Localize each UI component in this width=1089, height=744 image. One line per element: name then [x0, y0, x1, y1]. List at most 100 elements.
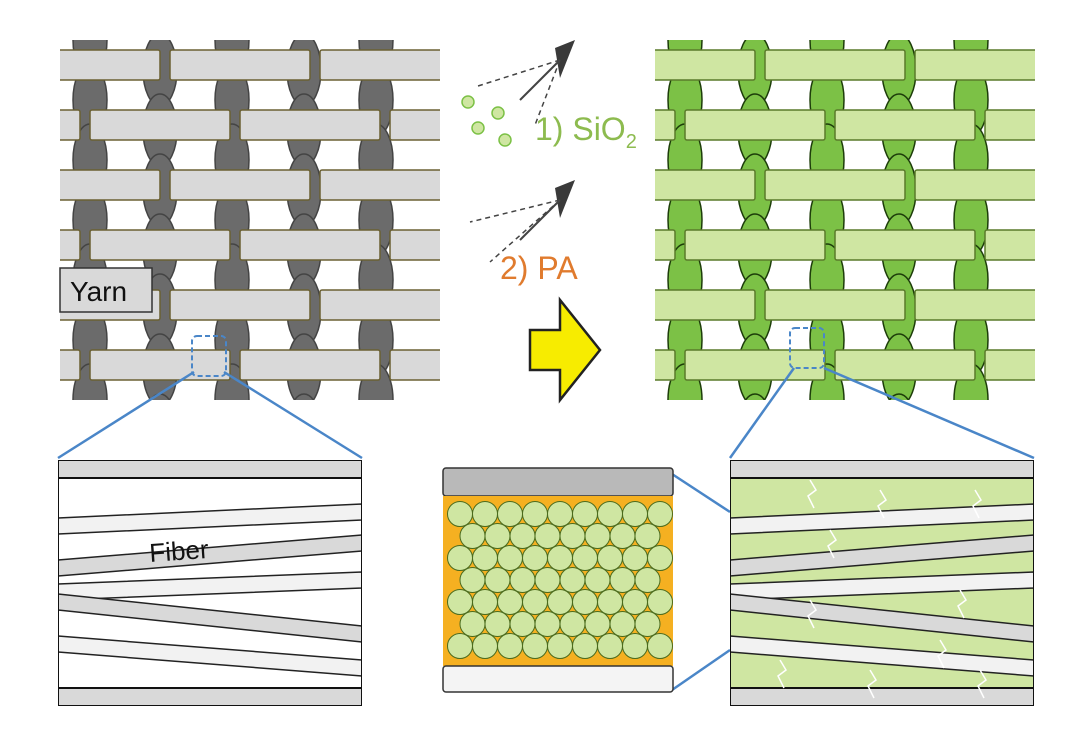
sio2-particle — [534, 523, 561, 549]
sio2-particle — [609, 611, 636, 637]
crack-line — [777, 659, 787, 689]
warp-yarn — [888, 40, 910, 47]
sio2-particle — [622, 545, 648, 571]
fiber — [730, 687, 1034, 706]
sio2-particle — [447, 501, 473, 527]
coated-fabric — [465, 0, 1089, 400]
warp-yarn — [215, 0, 249, 16]
fiber — [58, 635, 362, 677]
sio2-particle — [484, 611, 511, 637]
sio2-particle — [447, 545, 473, 571]
fiber — [730, 503, 1034, 535]
warp-yarn — [744, 40, 766, 47]
fiber — [730, 571, 1034, 601]
sio2-particle — [597, 501, 623, 527]
sio2-particle — [559, 567, 586, 593]
weft-yarn — [470, 50, 610, 80]
sio2-particle — [522, 501, 548, 527]
fiber — [58, 503, 362, 535]
weft-yarn — [239, 109, 381, 141]
sio2-particle — [509, 567, 536, 593]
sio2-particle — [622, 633, 648, 659]
weft-yarn — [914, 289, 1035, 321]
weft-yarn — [169, 289, 311, 321]
fiber — [58, 534, 362, 577]
fiber — [730, 534, 1034, 577]
sio2-particle — [497, 633, 523, 659]
sio2-particle — [484, 523, 511, 549]
sio2-particle — [572, 589, 598, 615]
sio2-particle — [622, 501, 648, 527]
weft-yarn — [914, 49, 1035, 81]
fiber — [58, 593, 362, 643]
weft-yarn — [1065, 170, 1089, 200]
sio2-particle — [472, 633, 498, 659]
spray-nozzle-icon — [477, 40, 575, 126]
fiber-zoom-coated — [730, 460, 1034, 706]
sio2-particle — [572, 545, 598, 571]
weft-yarn — [470, 290, 610, 320]
bottom-fiber — [442, 665, 674, 693]
fiber-label: Fiber — [148, 534, 210, 568]
sio2-particle — [609, 523, 636, 549]
sio2-particle — [534, 567, 561, 593]
weft-yarn — [465, 50, 605, 80]
warp-yarn — [149, 393, 171, 400]
sio2-particle — [647, 589, 673, 615]
warp-yarn — [149, 40, 171, 47]
weft-yarn — [834, 229, 976, 261]
sio2-particle — [584, 567, 611, 593]
top-fiber — [442, 467, 674, 497]
sio2-particle — [634, 523, 661, 549]
warp-yarn — [668, 0, 702, 16]
sio2-particle — [597, 589, 623, 615]
warp-yarn — [293, 40, 315, 47]
weft-yarn — [0, 170, 10, 200]
weft-yarn — [655, 109, 676, 141]
sio2-particle-layer — [442, 467, 674, 693]
sio2-particle — [509, 611, 536, 637]
weft-yarn — [319, 49, 440, 81]
sio2-particle — [472, 589, 498, 615]
sio2-particle — [547, 589, 573, 615]
weft-yarn — [0, 290, 10, 320]
crack-line — [972, 489, 982, 519]
warp-yarn — [73, 0, 107, 16]
weft-yarn — [465, 290, 605, 320]
weft-yarn — [239, 349, 381, 381]
crack-line — [807, 599, 817, 629]
weft-yarn — [89, 109, 231, 141]
weft-yarn — [984, 349, 1035, 381]
step1-subscript: 2 — [626, 131, 637, 153]
weft-yarn — [984, 109, 1035, 141]
weft-yarn — [655, 49, 756, 81]
yarn-label-group: Yarn — [59, 267, 153, 313]
sio2-particle — [497, 545, 523, 571]
weft-yarn — [470, 170, 610, 200]
sio2-particle — [522, 633, 548, 659]
sio2-particle — [472, 545, 498, 571]
crack-line — [937, 639, 947, 669]
fiber — [730, 635, 1034, 677]
sio2-particle — [547, 545, 573, 571]
right-arrow-icon — [528, 296, 602, 404]
weft-yarn — [465, 170, 605, 200]
sio2-particle — [522, 589, 548, 615]
sio2-particle — [647, 545, 673, 571]
zoom-region-left — [191, 335, 227, 377]
sio2-particle — [534, 611, 561, 637]
weft-yarn — [984, 229, 1035, 261]
sio2-particle — [459, 567, 486, 593]
sio2-droplets-icon — [461, 95, 512, 147]
weft-yarn — [60, 229, 81, 261]
step1-label-text: 1) SiO — [535, 111, 626, 147]
weft-yarn — [684, 109, 826, 141]
sio2-particle — [447, 633, 473, 659]
sio2-particle — [572, 501, 598, 527]
crack-line — [957, 589, 967, 619]
weft-yarn — [1065, 290, 1089, 320]
sio2-particle — [609, 567, 636, 593]
weft-yarn — [389, 109, 440, 141]
weft-yarn — [764, 169, 906, 201]
